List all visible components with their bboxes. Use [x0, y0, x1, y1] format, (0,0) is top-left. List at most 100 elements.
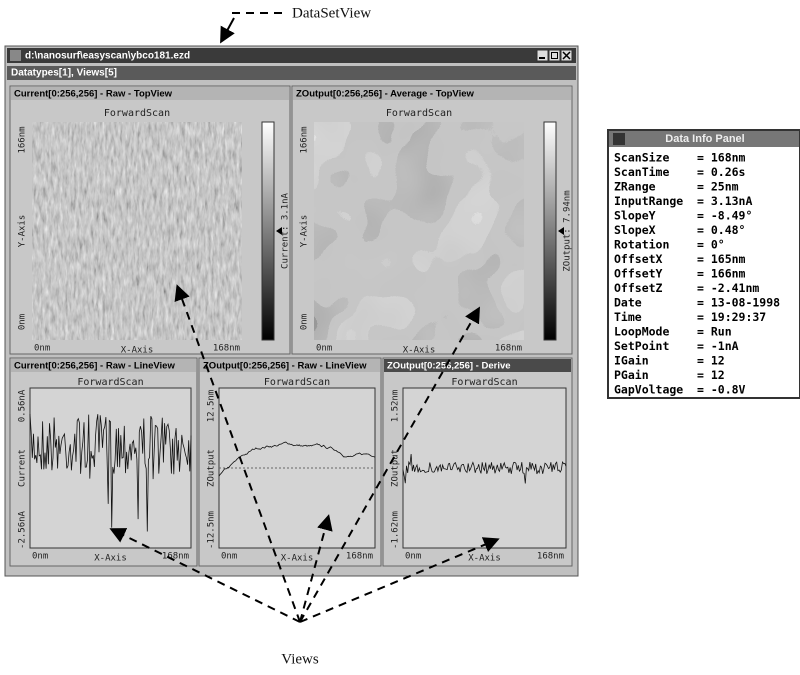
info-value: = -2.41nm — [697, 281, 759, 295]
x-axis-label: 0nm — [316, 344, 332, 354]
info-key: InputRange — [614, 194, 683, 208]
info-value: = 12 — [697, 354, 725, 368]
max-glyph — [551, 52, 558, 59]
scan-image — [32, 122, 242, 340]
subtitle-bar — [7, 66, 576, 80]
view-arrow — [299, 514, 333, 623]
y-axis-label: Y-Axis — [18, 215, 28, 248]
colorbar — [261, 121, 275, 341]
info-value: = -8.49° — [697, 209, 752, 223]
scan-label: ForwardScan — [386, 108, 452, 119]
y-axis-label: Y-Axis — [300, 215, 310, 248]
window-buttons[interactable] — [536, 49, 573, 62]
colorbar-marker — [276, 227, 282, 235]
scan-label: ForwardScan — [104, 108, 170, 119]
info-key: ScanSize — [614, 151, 669, 165]
y-axis-label: -12.5nm — [207, 511, 217, 549]
scan-label: ForwardScan — [77, 377, 143, 388]
colorbar — [543, 121, 557, 341]
info-key: SlopeY — [614, 209, 656, 223]
x-axis-label: 0nm — [405, 552, 421, 562]
scan-image — [314, 122, 524, 340]
x-axis-label: X-Axis — [94, 554, 127, 564]
info-value: = 3.13nA — [697, 194, 752, 208]
y-axis-label: 1.52nm — [391, 390, 401, 423]
info-value: = 13-08-1998 — [697, 296, 780, 310]
x-axis-label: 168nm — [537, 552, 564, 562]
info-key: SetPoint — [614, 339, 669, 353]
annotation: Views — [281, 651, 319, 667]
info-value: = 0° — [697, 238, 725, 252]
trace — [402, 453, 567, 484]
plot-area — [29, 387, 192, 549]
annotation: DataSetView — [292, 5, 371, 21]
info-key: SlopeX — [614, 223, 656, 237]
info-value: = Run — [697, 325, 732, 339]
window-subtitle: Datatypes[1], Views[5] — [11, 68, 117, 79]
info-value: = -0.8V — [697, 383, 746, 397]
maximize-button[interactable] — [548, 49, 561, 62]
view-title: Current[0:256,256] - Raw - TopView — [14, 89, 173, 100]
y-axis-label: -1.62nm — [391, 511, 401, 549]
y-axis-label: 166nm — [18, 126, 28, 153]
info-key: IGain — [614, 354, 649, 368]
x-axis-label: 168nm — [346, 552, 373, 562]
info-panel — [607, 129, 800, 399]
view-arrow — [109, 528, 301, 623]
view-title-bar — [200, 359, 380, 372]
y-axis-label: ZOutput — [207, 449, 217, 487]
view-arrows — [109, 284, 500, 623]
info-key: ScanTime — [614, 165, 669, 179]
view-title: Current[0:256,256] - Raw - LineView — [14, 361, 175, 372]
view-arrow — [299, 537, 500, 623]
x-axis-label: 168nm — [162, 552, 189, 562]
info-key: ZRange — [614, 180, 656, 194]
y-axis-label: 166nm — [300, 126, 310, 153]
info-key: Rotation — [614, 238, 669, 252]
info-value: = 19:29:37 — [697, 310, 766, 324]
minimize-button[interactable] — [536, 49, 549, 62]
info-value: = -1nA — [697, 339, 739, 353]
x-axis-label: 168nm — [213, 344, 240, 354]
view-title-bar — [384, 359, 571, 372]
info-key: Date — [614, 296, 642, 310]
y-axis-label: -2.56nA — [18, 510, 28, 549]
x-axis-label: 0nm — [221, 552, 237, 562]
view-title-bar — [11, 87, 289, 100]
info-key: PGain — [614, 368, 649, 382]
info-key: OffsetX — [614, 252, 663, 266]
x-axis-label: X-Axis — [468, 554, 501, 564]
x-axis-label: X-Axis — [403, 346, 436, 356]
title-bar — [7, 48, 576, 63]
x-axis-label: 0nm — [34, 344, 50, 354]
scan-label: ForwardScan — [264, 377, 330, 388]
y-axis-label: 0nm — [18, 314, 28, 330]
x-axis-label: X-Axis — [121, 346, 154, 356]
info-icon — [613, 133, 625, 145]
app-icon — [10, 50, 21, 61]
scan-label: ForwardScan — [451, 377, 517, 388]
y-axis-label: ZOutput — [391, 449, 401, 487]
view-title: ZOutput[0:256,256] - Raw - LineView — [203, 361, 367, 372]
y-axis-label: 12.5nm — [207, 390, 217, 423]
colorbar-label: ZOutput: 7.94nm — [563, 190, 573, 271]
info-key: Time — [614, 310, 642, 324]
annotation-arrow — [220, 17, 235, 44]
info-value: = 0.48° — [697, 223, 745, 237]
trace — [29, 413, 192, 532]
info-value: = 168nm — [697, 151, 746, 165]
x-axis-label: 168nm — [495, 344, 522, 354]
info-value: = 25nm — [697, 180, 739, 194]
info-key: OffsetZ — [614, 281, 663, 295]
view-title: ZOutput[0:256,256] - Average - TopView — [296, 89, 475, 100]
view-arrow — [174, 284, 301, 623]
colorbar-label: Current: 3.1nA — [281, 192, 291, 268]
y-axis-label: 0.56nA — [18, 389, 28, 422]
close-glyph — [562, 51, 571, 60]
info-value: = 0.26s — [697, 165, 745, 179]
view-title-bar — [11, 359, 196, 372]
view-title: ZOutput[0:256,256] - Derive — [387, 361, 511, 372]
info-key: GapVoltage — [614, 383, 683, 397]
trace — [218, 441, 376, 477]
y-axis-label: 0nm — [300, 314, 310, 330]
